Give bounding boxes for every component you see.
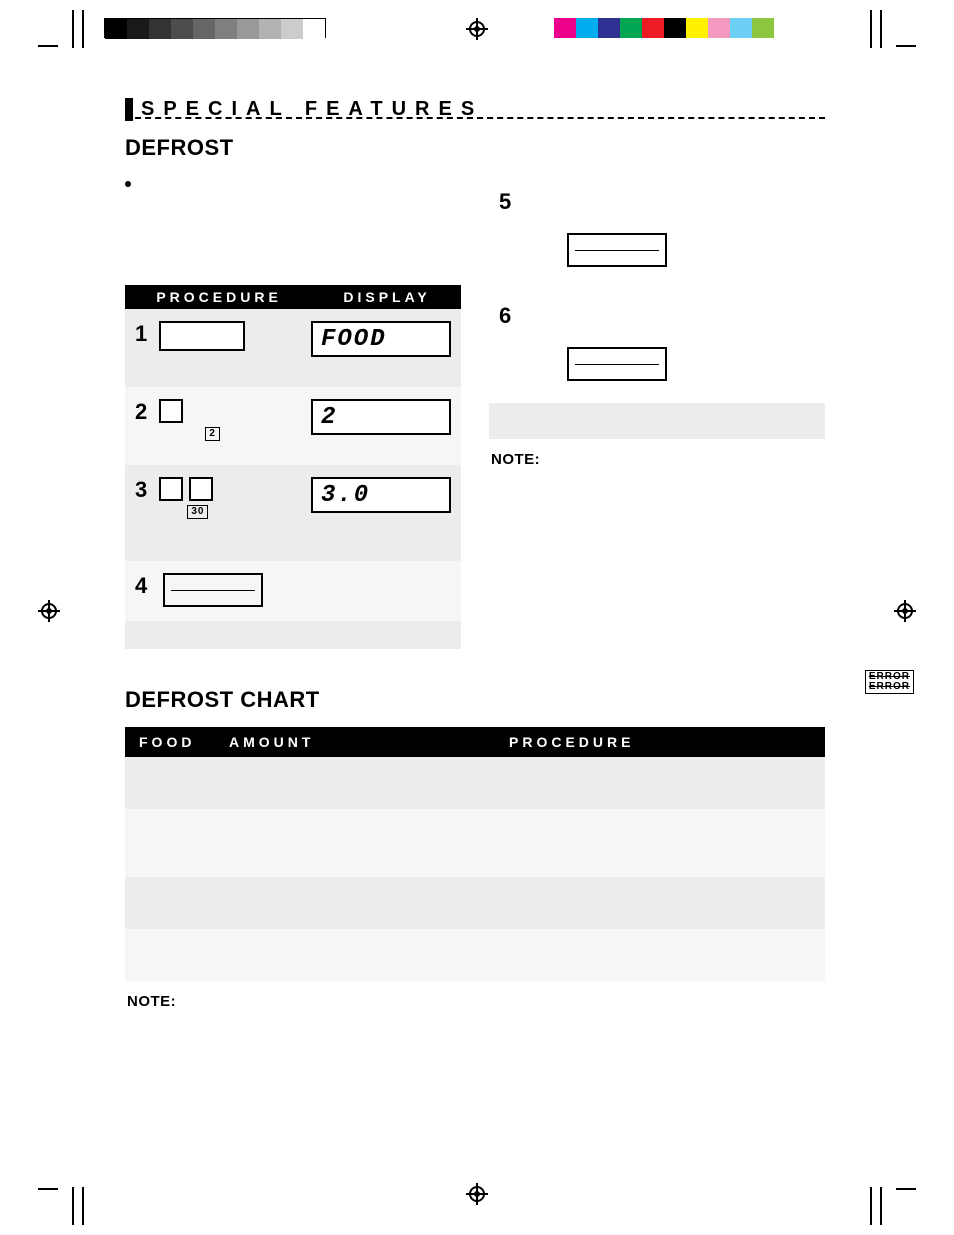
error-stamp-text: ERROR [869, 682, 910, 692]
header-display: DISPLAY [313, 289, 461, 305]
note-label: NOTE: [127, 993, 825, 1010]
step-number: 5 [499, 189, 527, 215]
keypad-button[interactable] [159, 477, 183, 501]
keypad-button[interactable] [189, 477, 213, 501]
procedure-table-header: PROCEDURE DISPLAY [125, 285, 461, 309]
step-number: 2 [135, 399, 159, 425]
step-row: 5 [489, 175, 825, 289]
lcd-display: FOOD [311, 321, 451, 357]
lcd-display: 3.0 [311, 477, 451, 513]
chart-col-procedure: PROCEDURE [509, 734, 811, 750]
lcd-display: 2 [311, 399, 451, 435]
procedure-column-right: 5 6 NOTE: ERROR ERROR [489, 175, 825, 472]
section-title-text: SPECIAL FEATURES [125, 98, 483, 121]
step-number: 3 [135, 477, 159, 503]
chart-row [125, 877, 825, 929]
chart-col-food: FOOD [139, 734, 229, 750]
keypad-button[interactable] [567, 233, 667, 267]
table-footer-band [489, 403, 825, 439]
step-row: 3 30 3.0 [125, 465, 461, 561]
error-stamp: ERROR ERROR [865, 670, 914, 694]
header-procedure: PROCEDURE [125, 289, 313, 305]
step-number: 6 [499, 303, 527, 329]
procedure-column-left: PROCEDURE DISPLAY 1 FOOD 2 2 2 [125, 175, 461, 649]
note-label: NOTE: [491, 451, 825, 468]
defrost-heading: DEFROST [125, 135, 825, 161]
keypad-hint: 2 [205, 427, 220, 441]
keypad-button[interactable] [159, 399, 183, 423]
step-number: 4 [135, 573, 163, 599]
step-row: 1 FOOD [125, 309, 461, 387]
chart-row [125, 929, 825, 981]
chart-header: FOOD AMOUNT PROCEDURE [125, 727, 825, 757]
step-row: 6 [489, 289, 825, 403]
defrost-chart: DEFROST CHART FOOD AMOUNT PROCEDURE [125, 687, 825, 981]
chart-heading: DEFROST CHART [125, 687, 825, 713]
keypad-button[interactable] [163, 573, 263, 607]
step-number: 1 [135, 321, 159, 347]
keypad-hint: 30 [187, 505, 208, 519]
table-footer-band [125, 621, 461, 649]
bullet-icon [125, 181, 131, 187]
chart-row [125, 757, 825, 809]
step-row: 4 [125, 561, 461, 621]
step-row: 2 2 2 [125, 387, 461, 465]
keypad-button[interactable] [567, 347, 667, 381]
chart-row [125, 809, 825, 877]
chart-col-amount: AMOUNT [229, 734, 509, 750]
keypad-button[interactable] [159, 321, 245, 351]
